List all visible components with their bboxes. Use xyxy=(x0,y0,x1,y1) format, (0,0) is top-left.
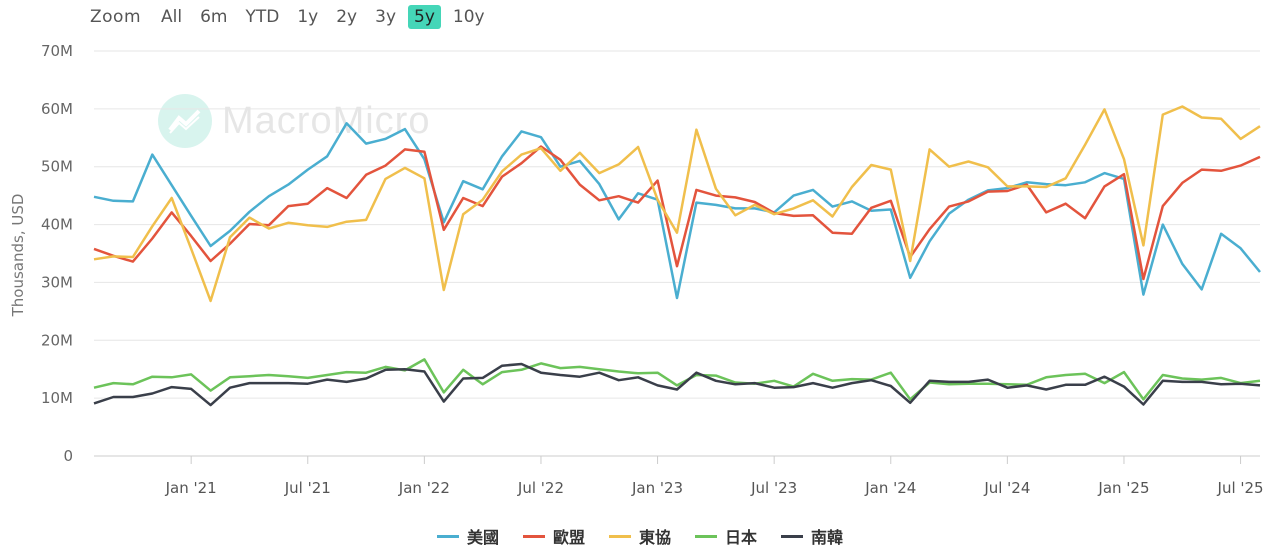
x-tick-label: Jul '21 xyxy=(284,479,331,497)
x-tick-label: Jan '21 xyxy=(165,479,217,497)
legend: 美國 歐盟 東協 日本 南韓 xyxy=(0,524,1280,548)
y-tick-label: 20M xyxy=(41,331,73,349)
y-tick-label: 30M xyxy=(41,273,73,291)
x-tick-label: Jan '23 xyxy=(631,479,683,497)
legend-swatch xyxy=(436,534,459,538)
zoom-10y-button[interactable]: 10y xyxy=(452,7,485,27)
series-line-4[interactable] xyxy=(93,362,1261,407)
legend-label: 日本 xyxy=(725,528,758,547)
legend-label: 歐盟 xyxy=(552,528,585,547)
legend-item-0[interactable]: 美國 xyxy=(436,524,499,548)
zoom-bar: Zoom All 6m YTD 1y 2y 3y 5y 10y xyxy=(90,2,497,32)
legend-swatch xyxy=(695,534,717,538)
zoom-all-button[interactable]: All xyxy=(161,7,183,27)
y-tick-label: 70M xyxy=(41,42,73,60)
legend-swatch xyxy=(608,534,631,538)
legend-item-2[interactable]: 東協 xyxy=(608,524,671,548)
x-axis: Jan '21 Jul '21 Jan '22 Jul '22 Jan '23 Jul '… xyxy=(165,456,1264,497)
zoom-3y-button[interactable]: 3y xyxy=(375,7,397,27)
x-tick-label: Jul '22 xyxy=(517,479,564,497)
x-tick-label: Jul '25 xyxy=(1217,479,1264,497)
x-tick-label: Jul '24 xyxy=(983,479,1030,497)
legend-label: 南韓 xyxy=(811,528,844,547)
series-line-0[interactable] xyxy=(93,122,1261,300)
series-line-3[interactable] xyxy=(93,358,1261,401)
y-tick-label: 10M xyxy=(41,389,73,407)
zoom-2y-button[interactable]: 2y xyxy=(336,7,358,27)
series-line-1[interactable] xyxy=(93,145,1261,281)
legend-item-3[interactable]: 日本 xyxy=(695,524,757,548)
x-tick-label: Jan '22 xyxy=(398,479,450,497)
watermark: MacroMicro xyxy=(158,94,430,148)
legend-label: 東協 xyxy=(638,528,671,547)
x-tick-label: Jan '24 xyxy=(864,479,916,497)
zoom-1y-button[interactable]: 1y xyxy=(297,7,319,27)
line-chart: 0 10M 20M 30M 40M 50M 60M 70M Thousands, USD Ja… xyxy=(9,42,1264,497)
y-tick-label: 0 xyxy=(63,447,73,465)
macromicro-logo-icon xyxy=(158,94,212,148)
legend-swatch xyxy=(522,534,545,538)
legend-label: 美國 xyxy=(466,528,499,547)
x-tick-label: Jan '25 xyxy=(1097,479,1149,497)
y-axis-title: Thousands, USD xyxy=(9,194,27,318)
y-tick-label: 40M xyxy=(41,216,73,234)
grid-lines xyxy=(94,50,1260,457)
y-axis: 0 10M 20M 30M 40M 50M 60M 70M xyxy=(41,42,73,465)
legend-item-4[interactable]: 南韓 xyxy=(781,524,843,548)
zoom-5y-button[interactable]: 5y xyxy=(408,5,441,29)
legend-item-1[interactable]: 歐盟 xyxy=(522,524,585,548)
y-tick-label: 60M xyxy=(41,100,73,118)
zoom-ytd-button[interactable]: YTD xyxy=(245,7,280,27)
series-line-2[interactable] xyxy=(93,105,1261,303)
y-tick-label: 50M xyxy=(41,158,73,176)
legend-swatch xyxy=(781,534,804,538)
zoom-6m-button[interactable]: 6m xyxy=(200,7,228,27)
zoom-label: Zoom xyxy=(90,7,142,27)
x-tick-label: Jul '23 xyxy=(750,479,797,497)
series-layer xyxy=(93,105,1261,407)
